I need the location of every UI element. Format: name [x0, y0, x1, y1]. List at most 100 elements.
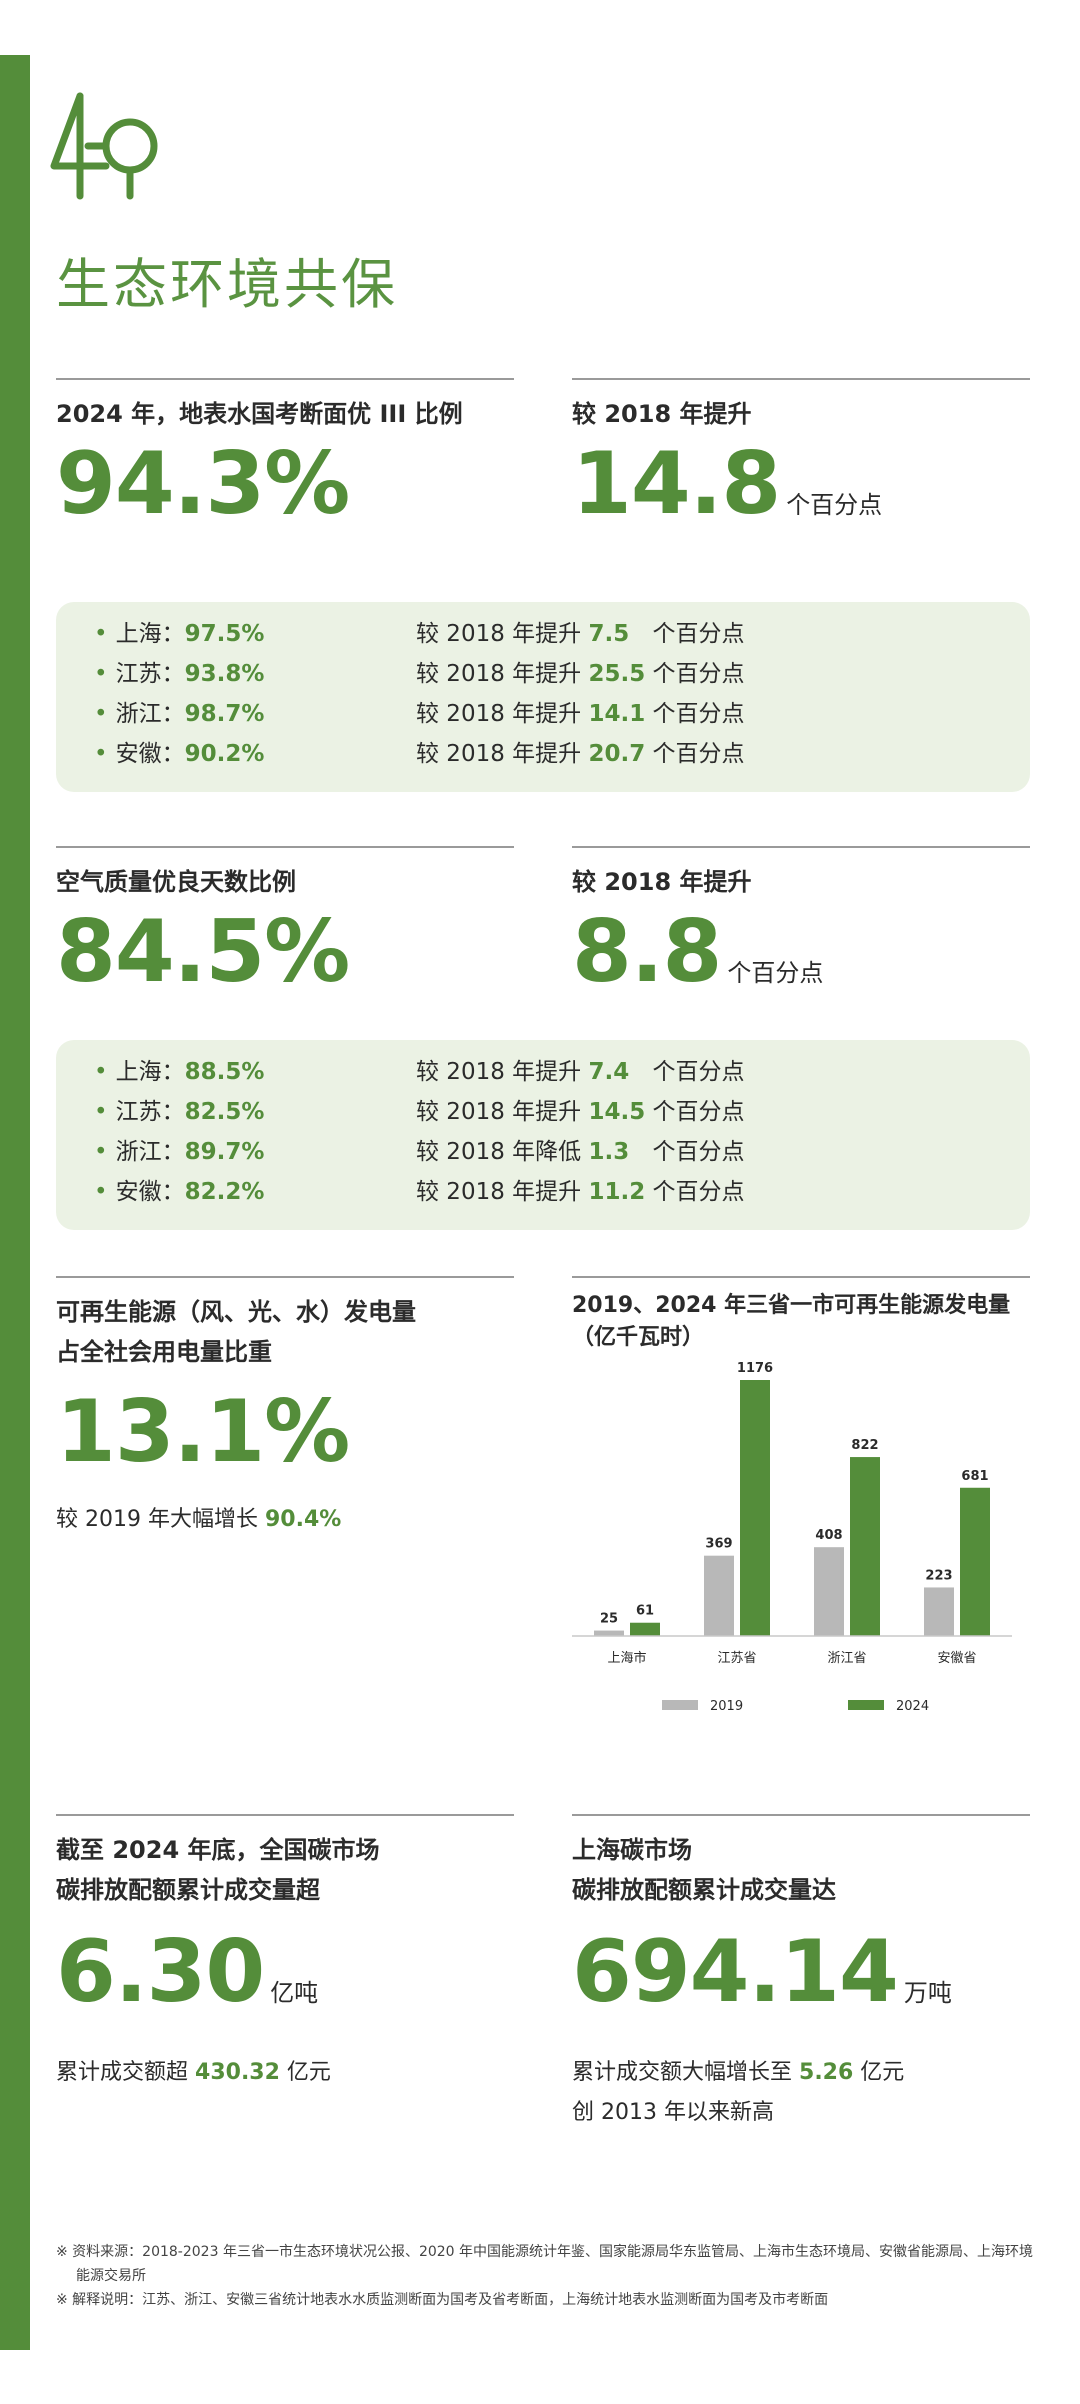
- province-compare-prefix: 较 2018 年提升: [416, 741, 582, 767]
- bar-2024: [740, 1380, 770, 1636]
- renewable-label-line1: 可再生能源（风、光、水）发电量: [56, 1298, 416, 1326]
- carbon-shanghai-label-line2: 碳排放配额累计成交量达: [572, 1876, 836, 1904]
- carbon-shanghai-note-prefix: 累计成交额大幅增长至: [572, 2060, 793, 2085]
- bar-2019: [924, 1587, 954, 1636]
- province-compare-unit: 个百分点: [652, 741, 745, 767]
- province-name: 江苏：: [115, 1099, 185, 1125]
- air-compare-block: 较 2018 年提升 8.8 个百分点: [572, 846, 1030, 1023]
- x-tick-label: 江苏省: [717, 1650, 756, 1666]
- sidebar-accent-bar: [0, 55, 30, 2350]
- renewable-note-value: 90.4%: [264, 1507, 342, 1532]
- province-name: 上海：: [115, 1059, 185, 1085]
- renewable-label: 可再生能源（风、光、水）发电量 占全社会用电量比重: [56, 1292, 514, 1372]
- footnote-explanation: ※ 解释说明：江苏、浙江、安徽三省统计地表水水质监测断面为国考及省考断面，上海统…: [56, 2292, 829, 2308]
- air-provinces-panel: • 上海：88.5% 较 2018 年提升 7.4 个百分点 • 江苏：82.5% 较 20…: [56, 1040, 1030, 1230]
- water-compare-block: 较 2018 年提升 14.8 个百分点: [572, 378, 1030, 555]
- divider: [56, 846, 514, 848]
- carbon-shanghai-note-value: 5.26: [799, 2060, 854, 2085]
- carbon-national-value: 6.30: [56, 1922, 265, 2022]
- bullet-icon: •: [94, 741, 108, 767]
- province-value: 98.7%: [184, 701, 265, 727]
- province-compare-unit: 个百分点: [652, 1099, 745, 1125]
- carbon-national-note-prefix: 累计成交额超: [56, 2060, 189, 2085]
- province-compare: 较 2018 年提升 25.5 个百分点: [416, 654, 744, 694]
- bar-value-label: 223: [925, 1568, 952, 1583]
- footnotes: ※ 资料来源：2018-2023 年三省一市生态环境状况公报、2020 年中国能…: [56, 2240, 1046, 2312]
- air-compare-unit: 个百分点: [727, 959, 824, 987]
- renewable-block: 可再生能源（风、光、水）发电量 占全社会用电量比重 13.1% 较 2019 年…: [56, 1276, 514, 1540]
- province-compare-value: 14.5: [588, 1099, 646, 1125]
- province-name: 江苏：: [115, 661, 185, 687]
- province-compare-prefix: 较 2018 年提升: [416, 701, 582, 727]
- divider: [56, 1276, 514, 1278]
- carbon-national-note: 累计成交额超 430.32 亿元: [56, 2053, 514, 2093]
- province-row: • 江苏：82.5% 较 2018 年提升 14.5 个百分点: [94, 1092, 994, 1132]
- water-compare-unit: 个百分点: [786, 491, 883, 519]
- province-compare: 较 2018 年提升 11.2 个百分点: [416, 1172, 744, 1212]
- chart-title-line2: （亿千瓦时）: [572, 1325, 705, 1350]
- bar-2019: [814, 1547, 844, 1636]
- province-row: • 安徽：90.2% 较 2018 年提升 20.7 个百分点: [94, 734, 994, 774]
- bar-2019: [594, 1630, 624, 1636]
- divider: [572, 846, 1030, 848]
- province-compare-prefix: 较 2018 年提升: [416, 1099, 582, 1125]
- x-tick-label: 上海市: [607, 1650, 646, 1666]
- province-value: 82.5%: [184, 1099, 265, 1125]
- province-compare: 较 2018 年提升 7.4 个百分点: [416, 1052, 744, 1092]
- province-compare-unit: 个百分点: [652, 661, 745, 687]
- water-compare-label: 较 2018 年提升: [572, 400, 752, 428]
- province-compare-value: 1.3: [588, 1139, 630, 1165]
- bar-value-label: 408: [815, 1528, 842, 1543]
- carbon-shanghai-label-line1: 上海碳市场: [572, 1836, 692, 1864]
- tree-logo-icon: [50, 92, 158, 200]
- province-compare-value: 14.1: [588, 701, 646, 727]
- bar-value-label: 1176: [737, 1361, 773, 1376]
- renewable-bar-chart: 25 61 上海市 369 1176 江苏省 408 822 浙江省 223 681 安徽省 2019 2…: [572, 1361, 1012, 1714]
- carbon-national-block: 截至 2024 年底，全国碳市场 碳排放配额累计成交量超 6.30 亿吨 累计成交…: [56, 1814, 514, 2093]
- bullet-icon: •: [94, 1139, 108, 1165]
- province-value: 89.7%: [184, 1139, 265, 1165]
- province-name: 浙江：: [115, 701, 185, 727]
- water-value: 94.3%: [56, 434, 350, 534]
- province-compare: 较 2018 年提升 7.5 个百分点: [416, 614, 744, 654]
- province-compare-value: 20.7: [588, 741, 646, 767]
- province-compare-prefix: 较 2018 年降低: [416, 1139, 582, 1165]
- province-row: • 上海：97.5% 较 2018 年提升 7.5 个百分点: [94, 614, 994, 654]
- renewable-chart-block: 2019、2024 年三省一市可再生能源发电量 （亿千瓦时） 25 61 上海市 36…: [572, 1276, 1030, 1740]
- bullet-icon: •: [94, 1099, 108, 1125]
- province-compare-prefix: 较 2018 年提升: [416, 1059, 582, 1085]
- chart-title-line1: 2019、2024 年三省一市可再生能源发电量: [572, 1293, 1011, 1318]
- water-compare-value-row: 14.8 个百分点: [572, 434, 1030, 555]
- water-provinces-panel: • 上海：97.5% 较 2018 年提升 7.5 个百分点 • 江苏：93.8% 较 20…: [56, 602, 1030, 792]
- carbon-shanghai-note: 累计成交额大幅增长至 5.26 亿元: [572, 2053, 1030, 2093]
- carbon-national-unit: 亿吨: [270, 1979, 319, 2007]
- bar-2024: [960, 1487, 990, 1636]
- carbon-shanghai-label: 上海碳市场 碳排放配额累计成交量达: [572, 1830, 1030, 1910]
- air-quality-block: 空气质量优良天数比例 84.5%: [56, 846, 514, 1002]
- renewable-note: 较 2019 年大幅增长 90.4%: [56, 1500, 514, 1540]
- carbon-shanghai-block: 上海碳市场 碳排放配额累计成交量达 694.14 万吨 累计成交额大幅增长至 5.…: [572, 1814, 1030, 2133]
- bullet-icon: •: [94, 621, 108, 647]
- carbon-shanghai-note-suffix: 亿元: [860, 2060, 905, 2085]
- bar-2024: [850, 1457, 880, 1636]
- divider: [56, 1814, 514, 1816]
- province-compare-value: 7.5: [588, 621, 630, 647]
- carbon-shanghai-unit: 万吨: [903, 1979, 952, 2007]
- province-compare-value: 25.5: [588, 661, 646, 687]
- carbon-national-note-suffix: 亿元: [286, 2060, 331, 2085]
- bar-2019: [704, 1555, 734, 1636]
- province-row: • 江苏：93.8% 较 2018 年提升 25.5 个百分点: [94, 654, 994, 694]
- province-row: • 上海：88.5% 较 2018 年提升 7.4 个百分点: [94, 1052, 994, 1092]
- bar-value-label: 25: [600, 1612, 618, 1627]
- province-compare: 较 2018 年降低 1.3 个百分点: [416, 1132, 744, 1172]
- bullet-icon: •: [94, 1179, 108, 1205]
- carbon-shanghai-value-row: 694.14 万吨: [572, 1922, 1030, 2043]
- bar-2024: [630, 1622, 660, 1636]
- province-compare-unit: 个百分点: [652, 701, 745, 727]
- province-name: 安徽：: [115, 741, 185, 767]
- bullet-icon: •: [94, 1059, 108, 1085]
- bar-value-label: 681: [961, 1469, 988, 1484]
- legend-label: 2024: [896, 1699, 929, 1714]
- air-compare-value: 8.8: [572, 902, 722, 1002]
- divider: [56, 378, 514, 380]
